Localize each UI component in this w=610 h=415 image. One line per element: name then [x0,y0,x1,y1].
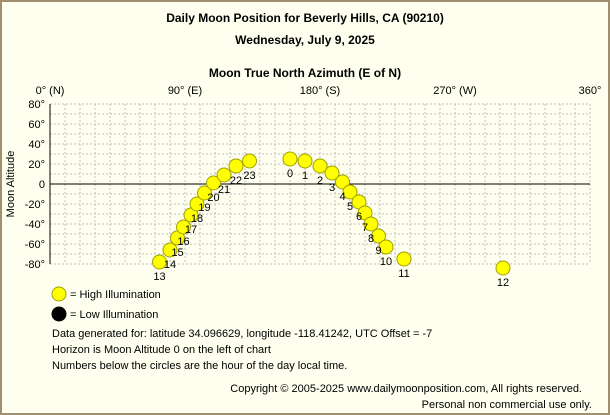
moon-point [228,158,244,174]
moon-point [216,167,232,183]
hour-label: 5 [347,201,353,213]
moon-point [162,242,178,258]
y-tick-label: -80° [25,259,45,271]
hour-label: 22 [230,175,242,187]
hour-label: 1 [302,170,308,182]
hour-label: 17 [185,224,197,236]
hour-label: 13 [153,271,165,283]
hour-label: 0 [287,168,293,180]
y-tick-label: 60° [28,119,45,131]
x-tick-label: 270° (W) [433,85,477,97]
moon-point [176,219,191,235]
hour-label: 9 [375,245,381,257]
x-tick-label: 360° [579,85,602,97]
legend: = High Illumination = Low Illumination [51,286,161,322]
legend-marker [51,306,67,322]
usage-text: Personal non commercial use only. [422,399,592,411]
moon-point [189,196,205,212]
chart-title: Daily Moon Position for Beverly Hills, C… [166,11,444,25]
hour-label: 20 [207,192,219,204]
moon-point [371,228,386,244]
legend-label: = High Illumination [70,289,161,301]
moon-point [396,251,412,267]
hour-label: 4 [339,191,345,203]
y-tick-labels: 80° 60° 40° 20° 0 -20° -40° -60° -80° [25,99,45,271]
y-tick-label: 40° [28,139,45,151]
chart-subtitle: Wednesday, July 9, 2025 [235,33,375,47]
hour-label: 16 [177,236,189,248]
x-tick-label: 0° (N) [36,85,65,97]
legend-label: = Low Illumination [70,309,158,321]
copyright-text: Copyright © 2005-2025 www.dailymoonposit… [230,383,582,395]
hour-label: 2 [317,175,323,187]
moon-point [242,153,257,169]
moon-point [312,158,328,174]
hour-label: 15 [171,247,183,259]
moon-point [197,185,212,201]
hour-label: 23 [243,170,255,182]
moon-point [342,184,358,200]
y-tick-label: -40° [25,219,45,231]
note-location: Data generated for: latitude 34.096629, … [52,328,432,340]
y-tick-label: 0 [39,179,45,191]
hour-label: 12 [497,277,509,289]
moon-point [324,165,340,181]
y-tick-label: 80° [28,99,45,111]
hour-label: 11 [398,268,409,280]
hour-label: 6 [356,211,362,223]
moon-point [378,239,394,255]
y-axis-title: Moon Altitude [5,151,17,218]
y-tick-label: -20° [25,199,45,211]
hour-label: 3 [329,182,335,194]
hour-label: 8 [368,233,374,245]
moon-point [335,174,350,190]
x-tick-labels: 0° (N) 90° (E) 180° (S) 270° (W) 360° [36,85,602,97]
hour-label: 10 [380,256,392,268]
hour-label: 21 [218,184,230,196]
moon-point [297,153,313,169]
axes [49,104,590,264]
moon-point [152,254,167,270]
hour-label: 19 [198,202,210,214]
x-axis-title: Moon True North Azimuth (E of N) [209,66,401,80]
hour-label: 7 [362,222,368,234]
legend-marker [51,286,67,302]
y-tick-label: 20° [28,159,45,171]
note-hours: Numbers below the circles are the hour o… [52,360,347,372]
moon-points [152,151,511,276]
note-horizon: Horizon is Moon Altitude 0 on the left o… [52,344,271,356]
hour-label: 18 [191,213,203,225]
moon-point [206,175,221,191]
x-tick-label: 180° (S) [300,85,340,97]
moon-point [282,151,298,167]
hour-label: 14 [164,259,176,271]
moon-point [495,260,511,276]
moon-point [363,216,379,232]
x-tick-label: 90° (E) [168,85,202,97]
y-tick-label: -60° [25,239,45,251]
